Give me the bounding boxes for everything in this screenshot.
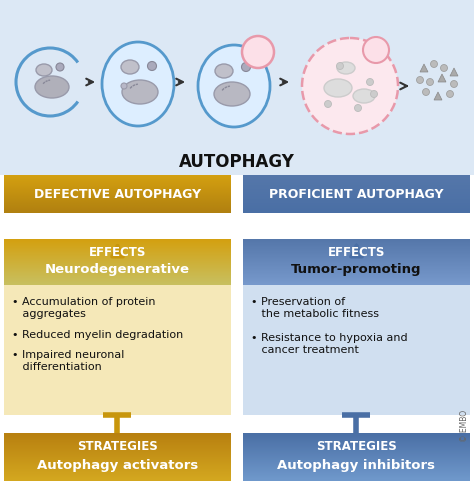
Text: EFFECTS: EFFECTS [89, 245, 146, 259]
Text: • Preservation of
   the metabolic fitness: • Preservation of the metabolic fitness [251, 297, 379, 319]
Circle shape [325, 100, 331, 107]
Text: DEFECTIVE AUTOPHAGY: DEFECTIVE AUTOPHAGY [34, 187, 201, 201]
Text: STRATEGIES: STRATEGIES [316, 440, 397, 454]
Bar [0, 175, 474, 504]
Text: Tumor-promoting: Tumor-promoting [291, 264, 422, 277]
Bar [4, 285, 231, 415]
Text: © EMBO: © EMBO [460, 410, 469, 442]
Ellipse shape [122, 80, 158, 104]
Circle shape [56, 63, 64, 71]
Text: • Accumulation of protein
   aggregates: • Accumulation of protein aggregates [12, 297, 155, 319]
Ellipse shape [337, 62, 355, 74]
Text: Autophagy activators: Autophagy activators [37, 459, 198, 472]
Circle shape [363, 37, 389, 63]
Ellipse shape [215, 64, 233, 78]
Text: PROFICIENT AUTOPHAGY: PROFICIENT AUTOPHAGY [269, 187, 444, 201]
Ellipse shape [324, 79, 352, 97]
Text: • Reduced myelin degradation: • Reduced myelin degradation [12, 330, 183, 340]
Circle shape [427, 79, 434, 86]
Text: AUTOPHAGY: AUTOPHAGY [179, 153, 295, 171]
Polygon shape [450, 68, 458, 76]
Circle shape [241, 62, 250, 72]
Bar [243, 285, 470, 415]
Circle shape [440, 65, 447, 72]
Circle shape [302, 38, 398, 134]
Circle shape [355, 104, 362, 111]
Circle shape [430, 60, 438, 68]
Ellipse shape [35, 76, 69, 98]
Circle shape [371, 91, 377, 97]
Polygon shape [434, 92, 442, 100]
Text: • Resistance to hypoxia and
   cancer treatment: • Resistance to hypoxia and cancer treat… [251, 333, 408, 355]
Bar [0, 0, 474, 175]
Polygon shape [438, 74, 446, 82]
Polygon shape [420, 64, 428, 72]
Text: • Impaired neuronal
   differentiation: • Impaired neuronal differentiation [12, 350, 124, 371]
Ellipse shape [198, 45, 270, 127]
Circle shape [450, 81, 457, 88]
Circle shape [366, 79, 374, 86]
Ellipse shape [36, 64, 52, 76]
Circle shape [422, 89, 429, 95]
Circle shape [242, 36, 274, 68]
Text: Autophagy inhibitors: Autophagy inhibitors [277, 459, 436, 472]
Ellipse shape [102, 42, 174, 126]
Circle shape [147, 61, 156, 71]
Text: Neurodegenerative: Neurodegenerative [45, 264, 190, 277]
Circle shape [337, 62, 344, 70]
Circle shape [121, 83, 127, 89]
Ellipse shape [214, 82, 250, 106]
Ellipse shape [121, 60, 139, 74]
Circle shape [447, 91, 454, 97]
Text: EFFECTS: EFFECTS [328, 245, 385, 259]
Ellipse shape [353, 89, 375, 103]
Text: STRATEGIES: STRATEGIES [77, 440, 158, 454]
Circle shape [417, 77, 423, 84]
